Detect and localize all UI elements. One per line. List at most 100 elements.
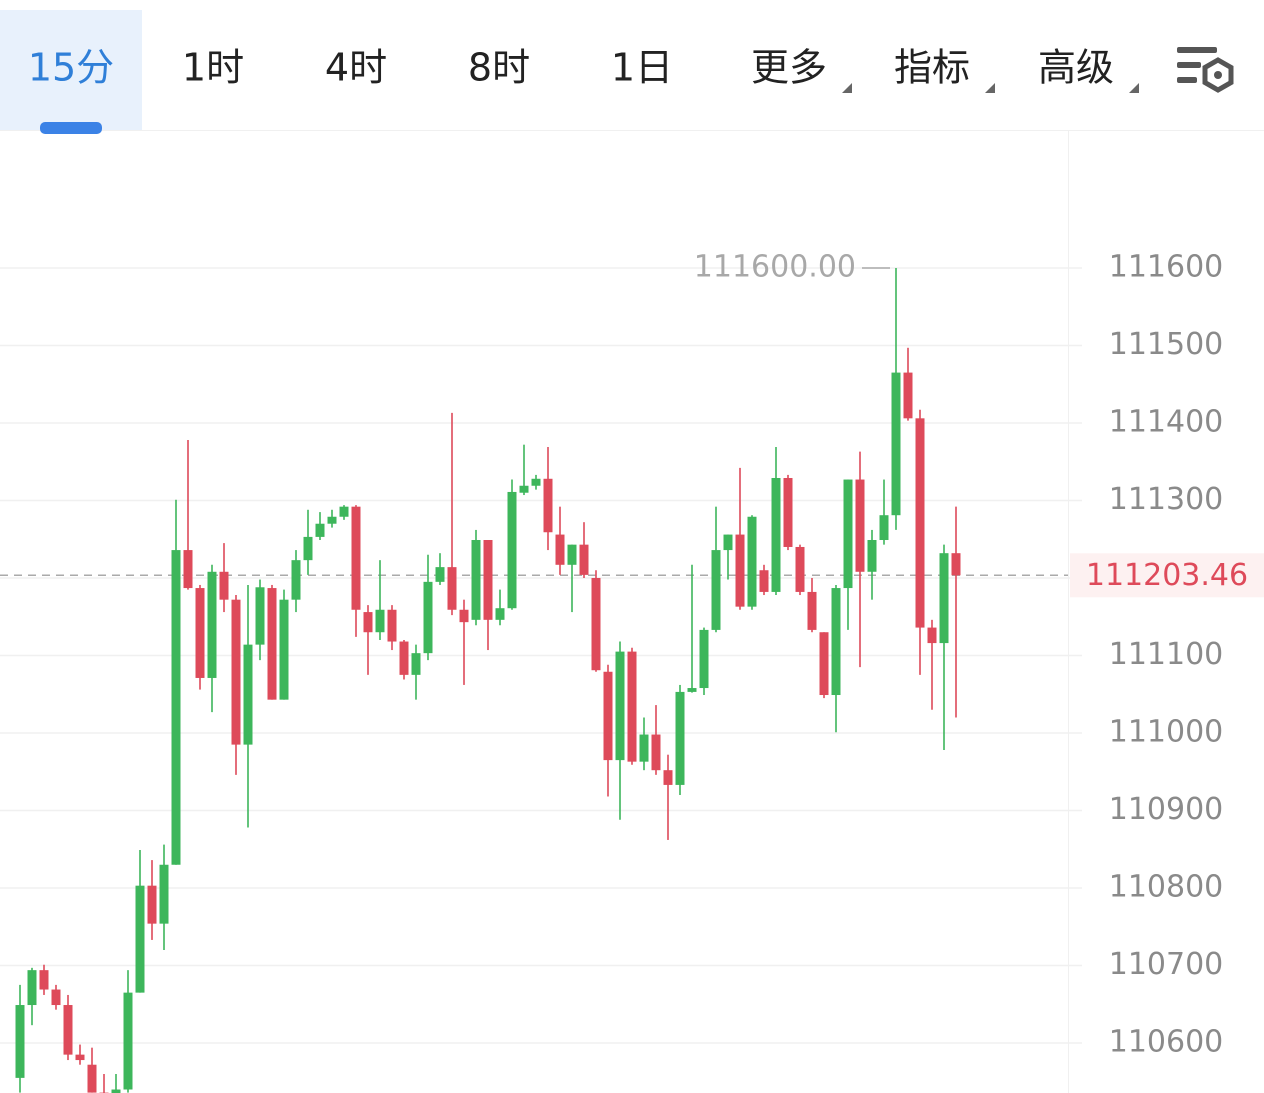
toolbar [0, 0, 1264, 130]
candle-body [807, 591, 817, 630]
candle-body [795, 546, 805, 592]
candle-body [615, 651, 625, 761]
candle-body [819, 632, 829, 696]
candle-body [519, 485, 529, 493]
candle-body [51, 989, 61, 1006]
active-tab-bg [0, 10, 142, 130]
tab[interactable]: 15分 [28, 46, 114, 90]
candle-body [435, 567, 445, 582]
candle-body [831, 588, 841, 696]
candle-body [867, 540, 877, 572]
candle-body [411, 653, 421, 675]
last-price-label: 111203.46 [1086, 558, 1248, 593]
y-tick-label: 111100 [1109, 637, 1224, 672]
settings-icon[interactable] [1177, 47, 1234, 93]
candle-body [771, 477, 781, 592]
candle-body [675, 691, 685, 785]
candle-body [243, 644, 253, 745]
candle-body [87, 1064, 97, 1093]
candle-body [147, 885, 157, 924]
candle-body [399, 641, 409, 675]
dropdown-caret [985, 83, 995, 93]
y-tick-label: 111000 [1109, 714, 1224, 749]
candle-body [927, 627, 937, 644]
candle-body [303, 536, 313, 561]
candle-body [255, 587, 265, 645]
candle-body [219, 571, 229, 600]
candle-body [579, 544, 589, 575]
candle-body [195, 588, 205, 678]
candle-body [567, 544, 577, 565]
candle-body [639, 734, 649, 762]
candle-body [891, 372, 901, 516]
candle-body [459, 609, 469, 623]
candle-body [63, 1005, 73, 1055]
candle-body [447, 567, 457, 610]
candle-body [387, 609, 397, 642]
candle-body [915, 418, 925, 628]
candle-body [111, 1089, 121, 1093]
candle-body [123, 992, 133, 1090]
tab[interactable]: 更多 [751, 46, 827, 90]
candle-body [483, 540, 493, 620]
candle-body [363, 612, 373, 633]
y-tick-label: 111300 [1109, 482, 1224, 517]
candle-body [375, 609, 385, 633]
y-tick-label: 111600 [1109, 249, 1224, 284]
candle-body [747, 516, 757, 607]
candle-body [591, 577, 601, 671]
y-tick-label: 110800 [1109, 869, 1224, 904]
candle-body [879, 515, 889, 541]
candle-body [711, 550, 721, 630]
candle-body [627, 651, 637, 762]
candle-body [735, 534, 745, 607]
candle-body [327, 516, 337, 524]
candle-body [315, 523, 325, 537]
candle-body [339, 506, 349, 517]
candle-body [759, 570, 769, 592]
candle-body [687, 688, 697, 692]
tab[interactable]: 8时 [468, 46, 530, 90]
candle-body [531, 478, 541, 486]
candle-body [843, 479, 853, 589]
y-tick-label: 110900 [1109, 792, 1224, 827]
y-tick-label: 110700 [1109, 947, 1224, 982]
tab[interactable]: 指标 [894, 46, 970, 90]
y-tick-label: 111400 [1109, 404, 1224, 439]
candle-body [603, 671, 613, 761]
candle-body [27, 970, 37, 1006]
tab[interactable]: 1时 [182, 46, 244, 90]
candle-body [939, 553, 949, 644]
candle-body [351, 506, 361, 610]
candle-body [951, 553, 961, 576]
candle-body [507, 491, 517, 609]
candle-body [471, 540, 481, 620]
candle-body [39, 970, 49, 990]
candle-body [135, 885, 145, 993]
candle-body [207, 571, 217, 678]
tab[interactable]: 高级 [1038, 46, 1114, 90]
candle-body [279, 599, 289, 700]
active-tab-indicator [40, 122, 102, 134]
dropdown-caret [842, 83, 852, 93]
tab[interactable]: 1日 [611, 46, 673, 90]
candle-body [75, 1054, 85, 1061]
candle-body [723, 534, 733, 551]
candle-body [555, 534, 565, 565]
tab[interactable]: 4时 [325, 46, 387, 90]
candle-body [171, 550, 181, 865]
candle-body [855, 479, 865, 572]
candle-body [183, 550, 193, 589]
candle-body [651, 734, 661, 771]
candle-body [699, 629, 709, 689]
candle-body [423, 581, 433, 654]
candle-body [15, 1005, 25, 1078]
candle-body [903, 372, 913, 419]
candle-body [291, 560, 301, 600]
candle-body [267, 588, 277, 700]
candle-body [231, 599, 241, 745]
y-tick-label: 111500 [1109, 327, 1224, 362]
y-tick-label: 110600 [1109, 1025, 1224, 1060]
dropdown-caret [1129, 83, 1139, 93]
last-price-bg [1070, 553, 1264, 598]
